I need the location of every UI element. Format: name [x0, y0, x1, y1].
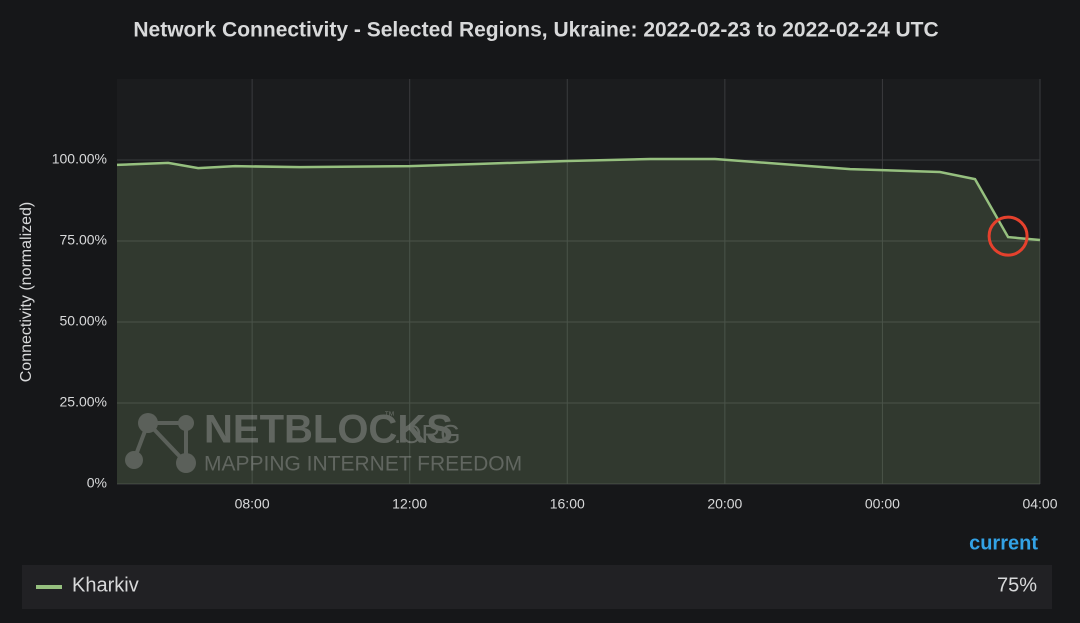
x-tick-label: 04:00 [1022, 496, 1057, 512]
watermark-tm: ™ [384, 410, 395, 422]
logo-link [132, 422, 150, 461]
y-tick-label: 0% [87, 475, 107, 491]
logo-link [146, 421, 188, 465]
legend-row [22, 565, 1052, 609]
logo-node [176, 453, 196, 473]
y-tick-label: 75.00% [60, 232, 107, 248]
x-tick-label: 20:00 [707, 496, 742, 512]
legend-value: 75% [997, 574, 1037, 596]
logo-node [178, 415, 194, 431]
legend-header: current [969, 532, 1038, 554]
watermark-brand: NETBLOCKS [204, 408, 453, 452]
highlight-circle [987, 215, 1029, 257]
series-line [116, 157, 1041, 242]
x-tick-label: 16:00 [550, 496, 585, 512]
logo-node [125, 451, 143, 469]
y-tick-label: 25.00% [60, 394, 107, 410]
watermark-tagline: MAPPING INTERNET FREEDOM [204, 453, 522, 476]
y-tick-label: 50.00% [60, 313, 107, 329]
y-axis-label: Connectivity (normalized) [18, 202, 35, 383]
x-tick-label: 12:00 [392, 496, 427, 512]
y-tick-label: 100.00% [52, 151, 107, 167]
chart-title: Network Connectivity - Selected Regions,… [133, 19, 938, 42]
x-tick-label: 08:00 [235, 496, 270, 512]
x-tick-label: 00:00 [865, 496, 900, 512]
watermark-suffix: .ORG [394, 419, 460, 449]
logo-node [138, 413, 158, 433]
area-fill [117, 159, 1040, 484]
legend-label[interactable]: Kharkiv [72, 574, 139, 596]
plot-area [117, 79, 1040, 484]
watermark: NETBLOCKS ™ .ORG MAPPING INTERNET FREEDO… [125, 408, 522, 476]
